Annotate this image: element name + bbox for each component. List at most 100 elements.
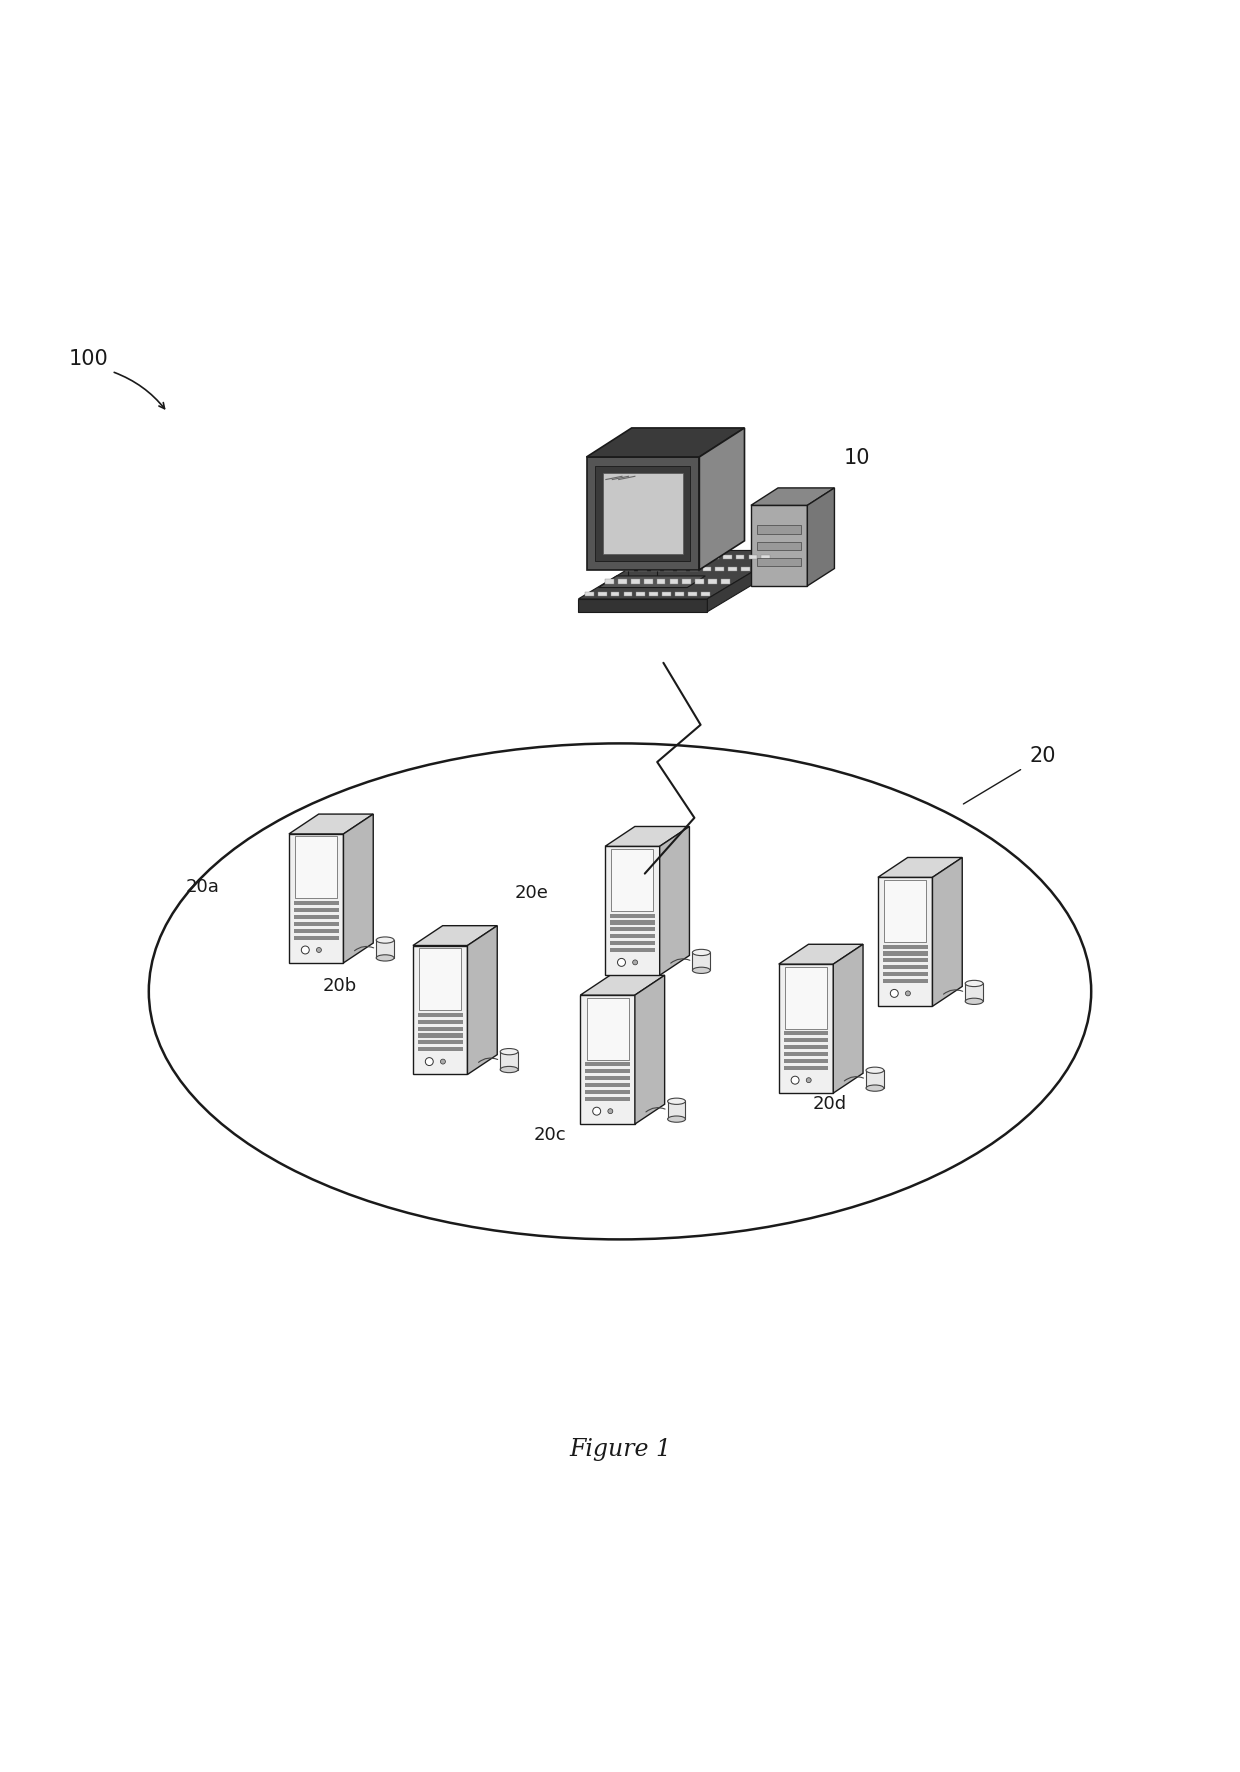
Circle shape bbox=[593, 1108, 600, 1115]
Polygon shape bbox=[784, 1045, 828, 1049]
Polygon shape bbox=[587, 998, 629, 1060]
Polygon shape bbox=[635, 975, 665, 1123]
Polygon shape bbox=[413, 946, 467, 1074]
Circle shape bbox=[608, 1109, 613, 1113]
Polygon shape bbox=[651, 567, 660, 571]
Polygon shape bbox=[688, 592, 697, 595]
Circle shape bbox=[301, 946, 309, 953]
Polygon shape bbox=[418, 1014, 463, 1017]
Polygon shape bbox=[707, 551, 789, 611]
Text: 20b: 20b bbox=[322, 978, 357, 996]
Polygon shape bbox=[598, 592, 606, 595]
Polygon shape bbox=[758, 542, 801, 549]
Polygon shape bbox=[758, 558, 801, 565]
Polygon shape bbox=[413, 925, 497, 946]
Polygon shape bbox=[751, 487, 835, 505]
Polygon shape bbox=[418, 1026, 463, 1031]
Polygon shape bbox=[965, 983, 983, 1001]
Polygon shape bbox=[605, 847, 660, 975]
Polygon shape bbox=[675, 592, 684, 595]
Polygon shape bbox=[376, 941, 394, 959]
Polygon shape bbox=[294, 929, 339, 932]
Polygon shape bbox=[467, 925, 497, 1074]
Circle shape bbox=[440, 1060, 445, 1063]
Ellipse shape bbox=[500, 1049, 518, 1054]
Polygon shape bbox=[667, 1100, 686, 1120]
Ellipse shape bbox=[965, 980, 983, 987]
Ellipse shape bbox=[149, 744, 1091, 1239]
Text: 20e: 20e bbox=[515, 884, 548, 902]
Polygon shape bbox=[294, 921, 339, 927]
Polygon shape bbox=[833, 944, 863, 1093]
Polygon shape bbox=[605, 826, 689, 847]
Circle shape bbox=[905, 991, 910, 996]
Polygon shape bbox=[595, 466, 691, 562]
Text: 100: 100 bbox=[68, 349, 108, 369]
Polygon shape bbox=[784, 1060, 828, 1063]
Ellipse shape bbox=[692, 950, 711, 955]
Text: 20: 20 bbox=[1029, 746, 1055, 766]
Polygon shape bbox=[610, 941, 655, 944]
Polygon shape bbox=[585, 1063, 630, 1067]
Polygon shape bbox=[784, 1053, 828, 1056]
Polygon shape bbox=[784, 1038, 828, 1042]
Ellipse shape bbox=[866, 1084, 884, 1092]
Polygon shape bbox=[761, 555, 770, 560]
Circle shape bbox=[618, 959, 625, 966]
Polygon shape bbox=[636, 592, 645, 595]
Polygon shape bbox=[603, 473, 683, 553]
Polygon shape bbox=[578, 551, 789, 599]
Polygon shape bbox=[419, 948, 461, 1010]
Polygon shape bbox=[418, 1019, 463, 1024]
Polygon shape bbox=[578, 599, 707, 611]
Polygon shape bbox=[709, 555, 719, 560]
Polygon shape bbox=[289, 835, 343, 962]
Polygon shape bbox=[580, 996, 635, 1123]
Ellipse shape bbox=[376, 955, 394, 960]
Polygon shape bbox=[722, 579, 730, 583]
Polygon shape bbox=[585, 1083, 630, 1086]
Polygon shape bbox=[294, 936, 339, 939]
Polygon shape bbox=[605, 579, 614, 583]
Polygon shape bbox=[742, 567, 750, 571]
Polygon shape bbox=[662, 592, 671, 595]
Polygon shape bbox=[500, 1051, 518, 1070]
Polygon shape bbox=[629, 571, 657, 578]
Polygon shape bbox=[758, 526, 801, 533]
Polygon shape bbox=[779, 944, 863, 964]
Polygon shape bbox=[692, 953, 711, 971]
Polygon shape bbox=[660, 826, 689, 975]
Polygon shape bbox=[611, 849, 653, 911]
Text: 20d: 20d bbox=[812, 1095, 847, 1113]
Polygon shape bbox=[610, 934, 655, 939]
Polygon shape bbox=[670, 579, 678, 583]
Polygon shape bbox=[294, 902, 339, 905]
Ellipse shape bbox=[965, 998, 983, 1005]
Polygon shape bbox=[289, 813, 373, 835]
Circle shape bbox=[806, 1077, 811, 1083]
Polygon shape bbox=[418, 1040, 463, 1044]
Polygon shape bbox=[585, 1069, 630, 1074]
Polygon shape bbox=[599, 576, 706, 588]
Polygon shape bbox=[610, 927, 655, 932]
Polygon shape bbox=[697, 555, 706, 560]
Polygon shape bbox=[883, 978, 928, 983]
Polygon shape bbox=[883, 959, 928, 962]
Polygon shape bbox=[701, 592, 709, 595]
Polygon shape bbox=[677, 567, 686, 571]
Polygon shape bbox=[587, 457, 699, 571]
Polygon shape bbox=[715, 567, 724, 571]
Polygon shape bbox=[728, 567, 737, 571]
Polygon shape bbox=[785, 968, 827, 1028]
Polygon shape bbox=[639, 567, 647, 571]
Polygon shape bbox=[585, 592, 594, 595]
Circle shape bbox=[632, 960, 637, 966]
Polygon shape bbox=[671, 555, 680, 560]
Polygon shape bbox=[618, 579, 626, 583]
Polygon shape bbox=[625, 567, 634, 571]
Ellipse shape bbox=[667, 1116, 686, 1122]
Polygon shape bbox=[610, 948, 655, 952]
Polygon shape bbox=[866, 1070, 884, 1088]
Polygon shape bbox=[650, 592, 658, 595]
Polygon shape bbox=[624, 592, 632, 595]
